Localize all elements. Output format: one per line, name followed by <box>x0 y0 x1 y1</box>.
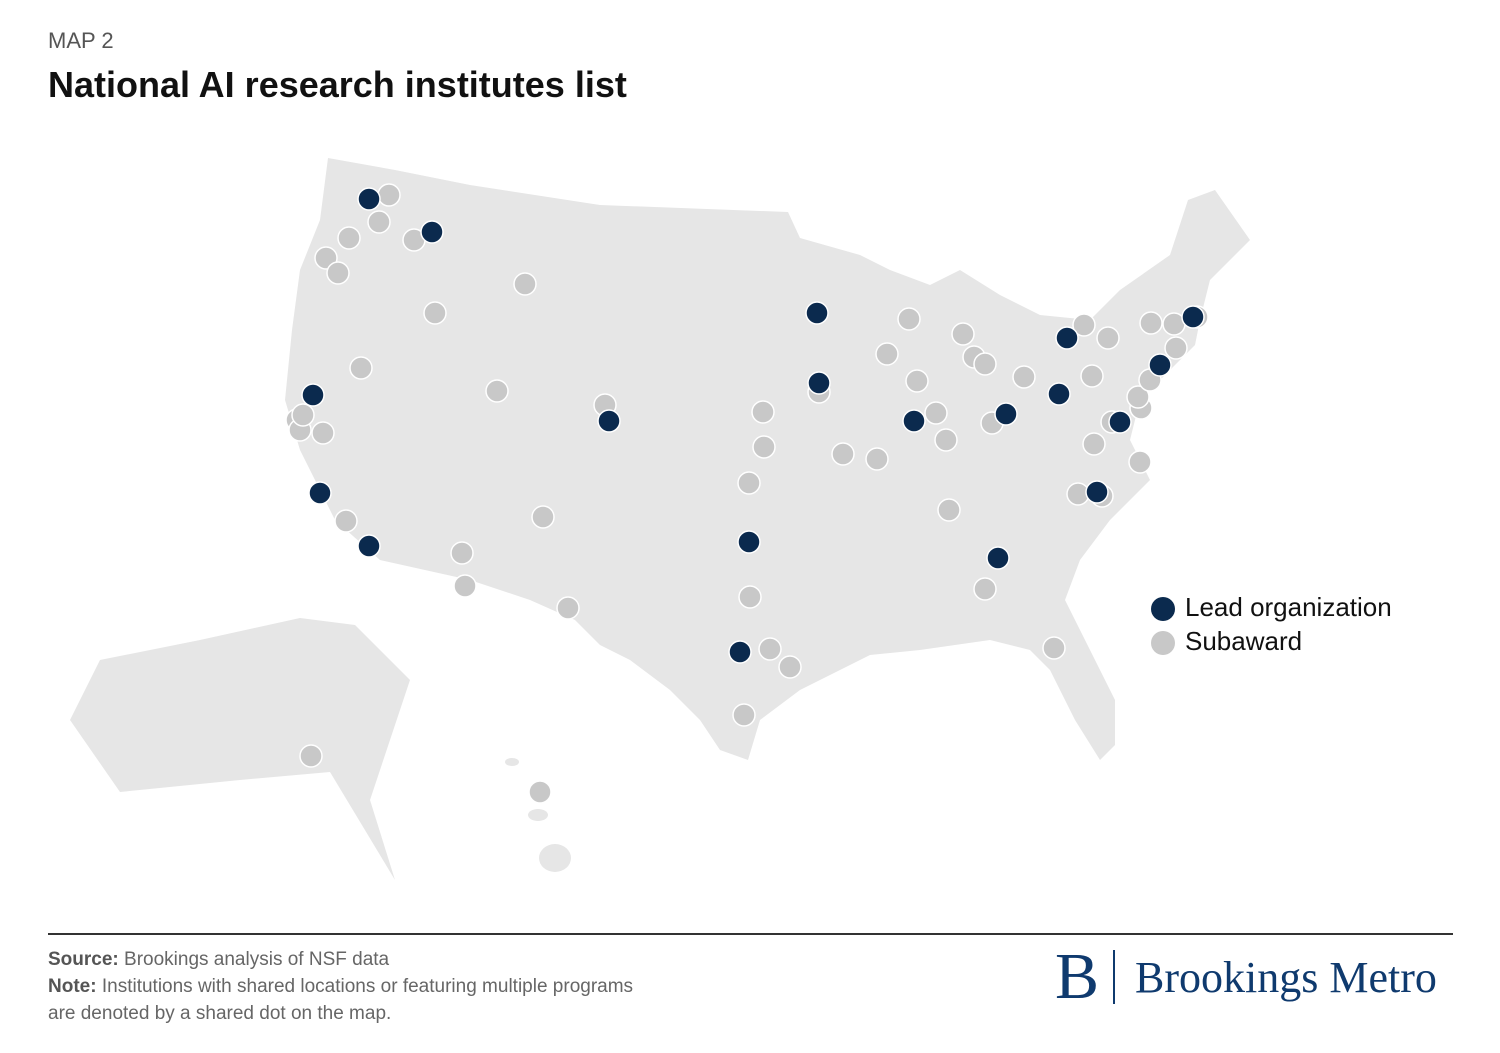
subaward-dot <box>1128 450 1152 474</box>
subaward-dot <box>973 577 997 601</box>
lead-dot <box>308 481 332 505</box>
brand-name: Brookings Metro <box>1135 952 1437 1002</box>
lead-dot <box>357 534 381 558</box>
note: Institutions with shared locations or fe… <box>48 976 634 1024</box>
lead-dot <box>994 402 1018 426</box>
legend-label: Subaward <box>1185 626 1302 656</box>
hawaii <box>528 809 548 821</box>
subaward-dot <box>924 401 948 425</box>
legend-swatch <box>1151 597 1175 621</box>
subaward-dot <box>737 471 761 495</box>
lead-dot <box>1047 382 1071 406</box>
subaward-dot <box>299 744 323 768</box>
subaward-dot <box>337 226 361 250</box>
hawaii <box>505 758 519 766</box>
lead-dot <box>737 530 761 554</box>
map-title: National AI research institutes list <box>48 64 627 105</box>
subaward-dot <box>1080 364 1104 388</box>
subaward-dot <box>556 596 580 620</box>
subaward-dot <box>531 505 555 529</box>
subaward-dot <box>485 379 509 403</box>
subaward-dot <box>334 509 358 533</box>
subaward-dot <box>865 447 889 471</box>
subaward-dot <box>377 183 401 207</box>
subaward-dot <box>1042 636 1066 660</box>
lead-dot <box>1085 480 1109 504</box>
subaward-dot <box>367 210 391 234</box>
subaward-dot <box>738 585 762 609</box>
subaward-dot <box>1096 326 1120 350</box>
lead-dot <box>1108 410 1132 434</box>
subaward-dot <box>513 272 537 296</box>
subaward-dot <box>291 403 315 427</box>
alaska <box>70 618 410 880</box>
note-label: Note: <box>48 976 97 997</box>
lead-dot <box>805 301 829 325</box>
subaward-dot <box>897 307 921 331</box>
us-mainland <box>285 158 1250 760</box>
hawaii <box>539 844 571 872</box>
subaward-dot <box>831 442 855 466</box>
subaward-dot <box>349 356 373 380</box>
subaward-dot <box>905 369 929 393</box>
subaward-dot <box>758 637 782 661</box>
lead-dot <box>420 220 444 244</box>
subaward-dot <box>1012 365 1036 389</box>
lead-dot <box>807 371 831 395</box>
source-label: Source: <box>48 949 119 970</box>
note-line: Note: Institutions with shared locations… <box>48 973 648 1027</box>
brand-letter: B <box>1055 940 1100 1013</box>
subaward-dot <box>973 352 997 376</box>
source: Brookings analysis of NSF data <box>124 949 390 970</box>
lead-dot <box>357 187 381 211</box>
subaward-dot <box>1072 313 1096 337</box>
subaward-dot <box>778 655 802 679</box>
lead-dot <box>1055 326 1079 350</box>
subaward-dot <box>875 342 899 366</box>
lead-dot <box>1148 353 1172 377</box>
subaward-dot <box>951 322 975 346</box>
subaward-dot <box>1082 432 1106 456</box>
source-line: Source: Brookings analysis of NSF data <box>48 946 648 973</box>
footer-rule <box>48 933 1453 935</box>
subaward-dot <box>326 261 350 285</box>
subaward-dot <box>752 435 776 459</box>
footer-notes: Source: Brookings analysis of NSF data N… <box>48 946 648 1027</box>
subaward-dot <box>311 421 335 445</box>
subaward-dot <box>453 574 477 598</box>
map: Lead organization Subaward <box>70 158 1392 880</box>
subaward-dot <box>423 301 447 325</box>
subaward-dot <box>528 780 552 804</box>
subaward-dot <box>450 541 474 565</box>
brand-separator <box>1113 950 1116 1004</box>
subaward-dot <box>732 703 756 727</box>
lead-dot <box>728 640 752 664</box>
subaward-dot <box>751 400 775 424</box>
subaward-dot <box>1139 311 1163 335</box>
lead-dot <box>301 383 325 407</box>
lead-dot <box>1181 305 1205 329</box>
lead-dot <box>902 409 926 433</box>
lead-dot <box>986 546 1010 570</box>
lead-dot <box>597 409 621 433</box>
legend-swatch <box>1151 631 1175 655</box>
subaward-dot <box>937 498 961 522</box>
subaward-dot <box>1164 336 1188 360</box>
subaward-dot <box>934 428 958 452</box>
map-label: MAP 2 <box>48 28 114 53</box>
subaward-dot <box>1126 385 1150 409</box>
legend-label: Lead organization <box>1185 592 1392 622</box>
brand-logo: B Brookings Metro <box>1055 940 1437 1013</box>
